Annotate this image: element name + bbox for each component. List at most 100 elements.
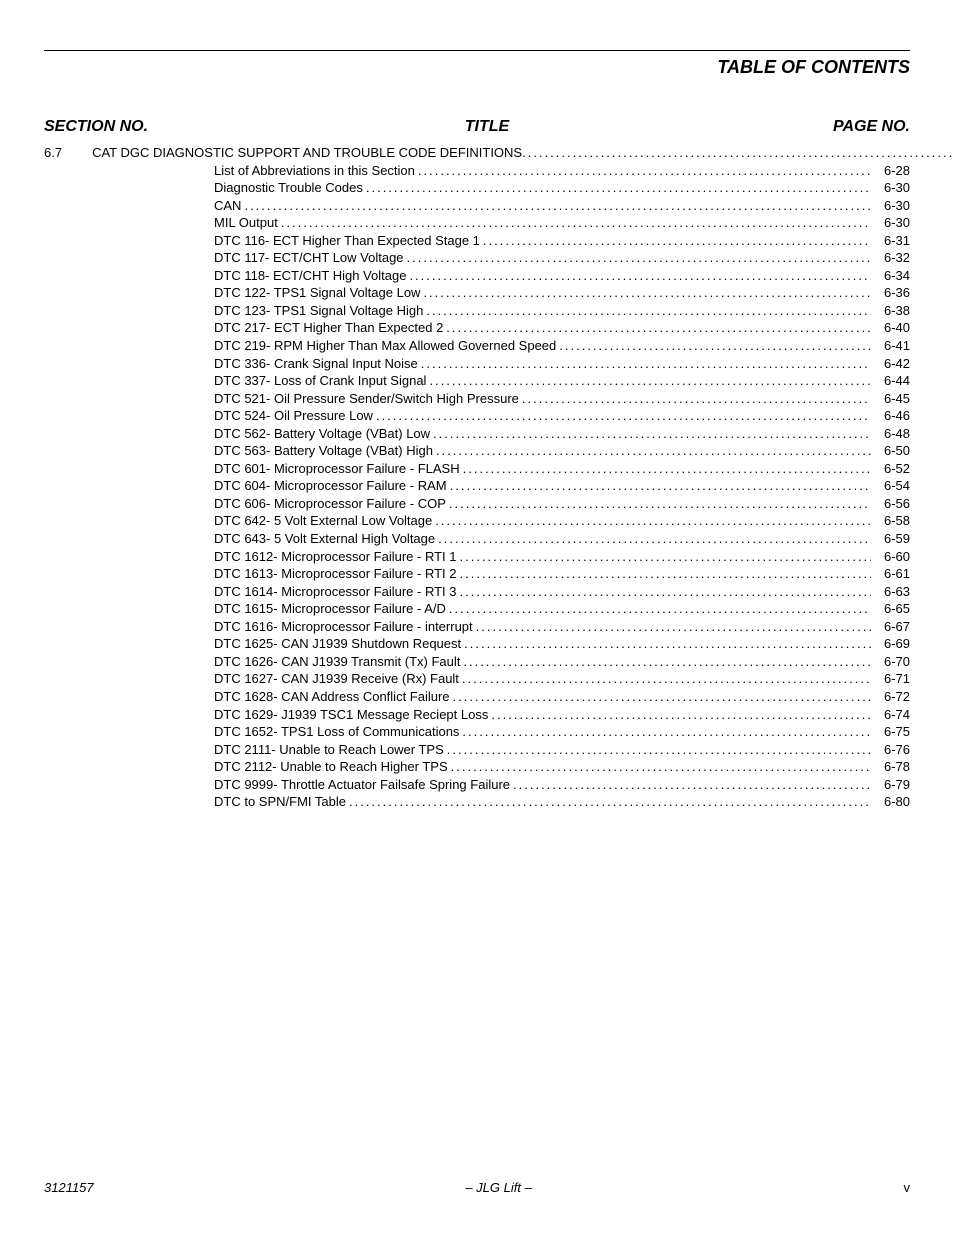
toc-sub-dots: ........................................… bbox=[407, 249, 871, 267]
toc-sub-page: 6-46 bbox=[874, 407, 910, 425]
toc-sub-row: DTC 2112- Unable to Reach Higher TPS....… bbox=[44, 758, 910, 776]
toc-sub-page: 6-58 bbox=[874, 512, 910, 530]
toc-sub-page: 6-54 bbox=[874, 477, 910, 495]
footer: 3121157 – JLG Lift – v bbox=[44, 1180, 910, 1195]
toc-sub-page: 6-42 bbox=[874, 355, 910, 373]
toc-sub-page: 6-38 bbox=[874, 302, 910, 320]
toc-sub-row: DTC 2111- Unable to Reach Lower TPS.....… bbox=[44, 741, 910, 759]
toc-sub-dots: ........................................… bbox=[418, 162, 871, 180]
toc-sub-dots: ........................................… bbox=[491, 706, 871, 724]
toc-sub-label: DTC 1652- TPS1 Loss of Communications bbox=[214, 723, 459, 741]
toc-sub-dots: ........................................… bbox=[349, 793, 871, 811]
toc-sub-dots: ........................................… bbox=[451, 758, 871, 776]
toc-sub-row: DTC 1652- TPS1 Loss of Communications...… bbox=[44, 723, 910, 741]
toc-sub-row: DTC 337- Loss of Crank Input Signal.....… bbox=[44, 372, 910, 390]
toc-sub-page: 6-40 bbox=[874, 319, 910, 337]
toc-sub-dots: ........................................… bbox=[453, 688, 871, 706]
column-headers: SECTION NO. TITLE PAGE NO. bbox=[44, 118, 910, 136]
toc-sub-page: 6-78 bbox=[874, 758, 910, 776]
toc-sub-row: DTC 1612- Microprocessor Failure - RTI 1… bbox=[44, 548, 910, 566]
toc-main-label: CAT DGC DIAGNOSTIC SUPPORT AND TROUBLE C… bbox=[92, 144, 522, 162]
toc-sub-label: CAN bbox=[214, 197, 241, 215]
toc-sub-label: DTC 524- Oil Pressure Low bbox=[214, 407, 373, 425]
toc-sub-dots: ........................................… bbox=[376, 407, 871, 425]
toc-sub-dots: ........................................… bbox=[463, 653, 871, 671]
toc-sub-label: DTC 2111- Unable to Reach Lower TPS bbox=[214, 741, 444, 759]
toc-sub-page: 6-30 bbox=[874, 179, 910, 197]
toc-sub-dots: ........................................… bbox=[464, 635, 871, 653]
toc-sub-label: DTC 117- ECT/CHT Low Voltage bbox=[214, 249, 404, 267]
toc-sub-dots: ........................................… bbox=[513, 776, 871, 794]
toc-sub-dots: ........................................… bbox=[476, 618, 871, 636]
toc-sub-row: DTC 1625- CAN J1939 Shutdown Request....… bbox=[44, 635, 910, 653]
toc-sub-row: DTC 1614- Microprocessor Failure - RTI 3… bbox=[44, 583, 910, 601]
footer-left: 3121157 bbox=[44, 1180, 94, 1195]
toc-sub-page: 6-71 bbox=[874, 670, 910, 688]
toc-sub-label: DTC 1613- Microprocessor Failure - RTI 2 bbox=[214, 565, 457, 583]
header-rule bbox=[44, 50, 910, 51]
toc-sub-page: 6-63 bbox=[874, 583, 910, 601]
toc-sub-page: 6-75 bbox=[874, 723, 910, 741]
toc-sub-label: DTC 1628- CAN Address Conflict Failure bbox=[214, 688, 450, 706]
toc-sub-dots: ........................................… bbox=[460, 583, 872, 601]
toc-sub-row: DTC to SPN/FMI Table....................… bbox=[44, 793, 910, 811]
toc-sub-dots: ........................................… bbox=[366, 179, 871, 197]
toc-sub-page: 6-45 bbox=[874, 390, 910, 408]
toc-main-dots: ........................................… bbox=[522, 144, 954, 162]
toc-sub-page: 6-34 bbox=[874, 267, 910, 285]
toc-sub-page: 6-76 bbox=[874, 741, 910, 759]
toc-sub-label: DTC 118- ECT/CHT High Voltage bbox=[214, 267, 406, 285]
toc-sub-page: 6-31 bbox=[874, 232, 910, 250]
toc-sub-row: DTC 116- ECT Higher Than Expected Stage … bbox=[44, 232, 910, 250]
toc-sub-dots: ........................................… bbox=[446, 319, 871, 337]
toc-sub-label: DTC 122- TPS1 Signal Voltage Low bbox=[214, 284, 420, 302]
toc-sub-label: DTC to SPN/FMI Table bbox=[214, 793, 346, 811]
toc-sub-label: MIL Output bbox=[214, 214, 278, 232]
toc-sub-page: 6-44 bbox=[874, 372, 910, 390]
toc-section-number: 6.7 bbox=[44, 144, 92, 162]
toc-sub-dots: ........................................… bbox=[429, 372, 871, 390]
toc-sub-row: DTC 521- Oil Pressure Sender/Switch High… bbox=[44, 390, 910, 408]
toc-sub-row: DTC 118- ECT/CHT High Voltage...........… bbox=[44, 267, 910, 285]
toc-sub-label: DTC 1626- CAN J1939 Transmit (Tx) Fault bbox=[214, 653, 460, 671]
toc-sub-label: DTC 601- Microprocessor Failure - FLASH bbox=[214, 460, 460, 478]
toc-sub-label: Diagnostic Trouble Codes bbox=[214, 179, 363, 197]
toc-sub-page: 6-60 bbox=[874, 548, 910, 566]
toc-sub-dots: ........................................… bbox=[460, 548, 872, 566]
toc-sub-dots: ........................................… bbox=[433, 425, 871, 443]
toc-sub-label: DTC 337- Loss of Crank Input Signal bbox=[214, 372, 426, 390]
toc-sub-dots: ........................................… bbox=[423, 284, 871, 302]
toc-sub-page: 6-28 bbox=[874, 162, 910, 180]
toc-sub-page: 6-32 bbox=[874, 249, 910, 267]
toc-sub-dots: ........................................… bbox=[483, 232, 871, 250]
toc-sub-page: 6-67 bbox=[874, 618, 910, 636]
toc-sub-dots: ........................................… bbox=[559, 337, 871, 355]
toc-sub-dots: ........................................… bbox=[281, 214, 871, 232]
toc-sub-label: DTC 1615- Microprocessor Failure - A/D bbox=[214, 600, 446, 618]
toc-sub-dots: ........................................… bbox=[447, 741, 871, 759]
toc-sub-page: 6-79 bbox=[874, 776, 910, 794]
toc-sub-label: DTC 217- ECT Higher Than Expected 2 bbox=[214, 319, 443, 337]
toc-sub-label: DTC 116- ECT Higher Than Expected Stage … bbox=[214, 232, 480, 250]
toc-sub-dots: ........................................… bbox=[463, 460, 871, 478]
toc-sub-page: 6-56 bbox=[874, 495, 910, 513]
toc-main-row: 6.7 CAT DGC DIAGNOSTIC SUPPORT AND TROUB… bbox=[44, 144, 910, 162]
toc-body: 6.7 CAT DGC DIAGNOSTIC SUPPORT AND TROUB… bbox=[44, 144, 910, 811]
toc-sub-label: List of Abbreviations in this Section bbox=[214, 162, 415, 180]
toc-sub-page: 6-52 bbox=[874, 460, 910, 478]
toc-sub-page: 6-36 bbox=[874, 284, 910, 302]
toc-sub-label: DTC 643- 5 Volt External High Voltage bbox=[214, 530, 435, 548]
toc-sub-dots: ........................................… bbox=[435, 512, 871, 530]
toc-sub-dots: ........................................… bbox=[462, 670, 871, 688]
toc-sub-row: MIL Output..............................… bbox=[44, 214, 910, 232]
toc-sub-page: 6-30 bbox=[874, 197, 910, 215]
toc-sub-row: DTC 1628- CAN Address Conflict Failure..… bbox=[44, 688, 910, 706]
toc-sub-label: DTC 604- Microprocessor Failure - RAM bbox=[214, 477, 447, 495]
toc-sub-label: DTC 563- Battery Voltage (VBat) High bbox=[214, 442, 433, 460]
col-header-page: PAGE NO. bbox=[800, 118, 910, 136]
col-header-title: TITLE bbox=[174, 118, 800, 136]
toc-sub-row: DTC 336- Crank Signal Input Noise.......… bbox=[44, 355, 910, 373]
footer-center: – JLG Lift – bbox=[465, 1180, 531, 1195]
toc-sub-label: DTC 1612- Microprocessor Failure - RTI 1 bbox=[214, 548, 457, 566]
toc-sub-row: DTC 643- 5 Volt External High Voltage...… bbox=[44, 530, 910, 548]
